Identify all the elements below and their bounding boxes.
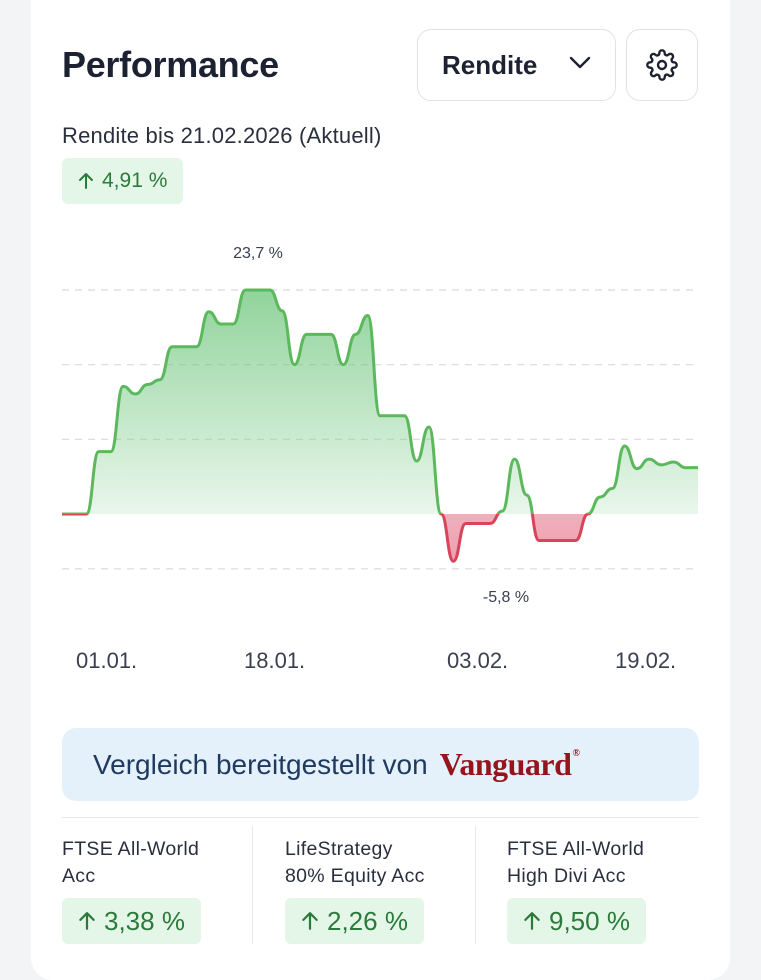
series-line-positive [62, 288, 699, 514]
chart-min-label: -5,8 % [483, 589, 529, 606]
negative-area [62, 514, 698, 562]
arrow-up-icon [302, 912, 318, 930]
x-tick-label: 03.02. [447, 648, 509, 673]
fund-return-badge: 2,26 % [285, 898, 424, 944]
fund-name: FTSE All-World Acc [62, 838, 200, 887]
fund-item-lifestrategy-80[interactable]: LifeStrategy 80% Equity Acc 2,26 % [285, 836, 485, 944]
fund-return-badge: 3,38 % [62, 898, 201, 944]
fund-return-badge: 9,50 % [507, 898, 646, 944]
vanguard-logo-text: Vanguard [439, 746, 572, 782]
arrow-up-icon [524, 912, 540, 930]
chevron-down-icon [569, 56, 591, 69]
arrow-up-icon [79, 173, 93, 189]
metric-dropdown[interactable]: Rendite [417, 29, 616, 101]
chart-max-label: 23,7 % [233, 245, 283, 262]
fund-return-value: 2,26 % [327, 905, 408, 936]
settings-button[interactable] [626, 29, 698, 101]
page-title: Performance [62, 44, 279, 85]
divider [62, 817, 699, 818]
x-tick-label: 19.02. [615, 648, 677, 673]
fund-item-ftse-all-world-acc[interactable]: FTSE All-World Acc 3,38 % [62, 836, 262, 944]
fund-return-value: 9,50 % [549, 905, 630, 936]
x-tick-label: 01.01. [76, 648, 138, 673]
x-tick-label: 18.01. [244, 648, 306, 673]
fund-separator [252, 826, 253, 944]
fund-name: FTSE All-World High Divi Acc [507, 838, 645, 887]
registered-mark: ® [572, 748, 580, 759]
vanguard-logo: Vanguard ® [439, 746, 580, 783]
return-subtitle: Rendite bis 21.02.2026 (Aktuell) [62, 123, 382, 148]
positive-area [62, 290, 698, 514]
gear-icon [646, 49, 678, 81]
fund-separator [475, 826, 476, 944]
arrow-up-icon [79, 912, 95, 930]
total-return-value: 4,91 % [102, 169, 168, 192]
vanguard-comparison-banner[interactable]: Vergleich bereitgestellt von Vanguard ® [62, 728, 699, 801]
total-return-badge: 4,91 % [62, 158, 184, 204]
dropdown-value: Rendite [442, 49, 538, 80]
comparison-label: Vergleich bereitgestellt von [93, 748, 428, 780]
performance-chart: 23,7 % -5,8 % [61, 245, 699, 606]
fund-name: LifeStrategy 80% Equity Acc [285, 838, 425, 887]
fund-item-ftse-high-divi[interactable]: FTSE All-World High Divi Acc 9,50 % [507, 836, 707, 944]
fund-return-value: 3,38 % [104, 905, 185, 936]
